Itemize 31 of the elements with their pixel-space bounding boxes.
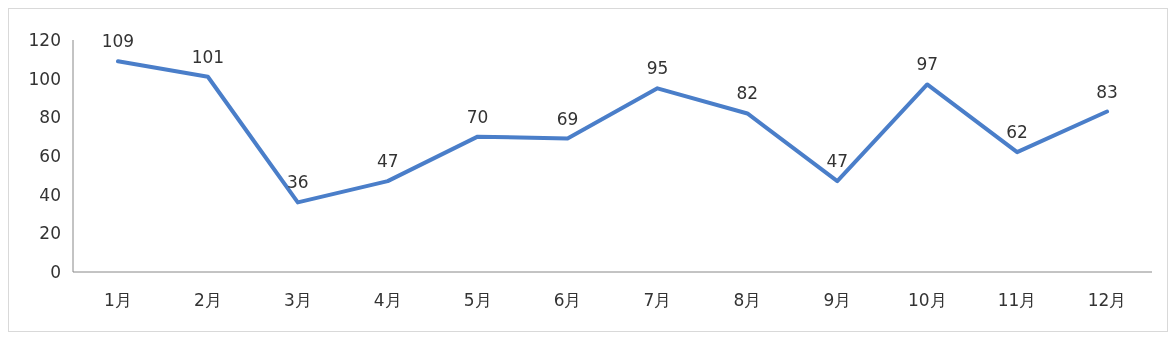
y-tick-label: 0 [50, 261, 61, 282]
y-tick-label: 100 [28, 68, 61, 89]
x-tick-label: 4月 [373, 290, 402, 310]
x-tick-label: 12月 [1087, 290, 1127, 310]
x-tick-label: 9月 [823, 290, 852, 310]
data-label: 36 [286, 172, 309, 193]
data-label: 97 [916, 54, 939, 75]
data-label: 62 [1006, 122, 1028, 143]
data-label: 82 [736, 83, 759, 104]
x-tick-label: 5月 [463, 290, 492, 310]
x-tick-label: 8月 [733, 290, 762, 310]
data-label: 69 [556, 108, 579, 129]
data-label: 83 [1096, 81, 1118, 102]
data-label: 95 [646, 58, 669, 79]
y-tick-label: 20 [39, 223, 61, 244]
data-label: 47 [826, 151, 849, 172]
x-tick-label: 10月 [907, 290, 947, 310]
y-tick-label: 40 [39, 184, 61, 205]
x-tick-label: 3月 [283, 290, 312, 310]
data-label: 101 [191, 46, 225, 67]
y-tick-label: 80 [39, 107, 61, 128]
x-tick-label: 1月 [104, 290, 132, 310]
data-label: 109 [101, 31, 135, 52]
x-tick-label: 6月 [553, 290, 582, 310]
data-label: 47 [376, 151, 399, 172]
y-tick-label: 60 [39, 145, 61, 166]
data-label: 70 [466, 106, 489, 127]
x-tick-label: 2月 [193, 290, 222, 310]
y-tick-label: 120 [28, 29, 61, 50]
x-tick-label: 11月 [997, 290, 1037, 310]
x-tick-label: 7月 [643, 290, 672, 310]
